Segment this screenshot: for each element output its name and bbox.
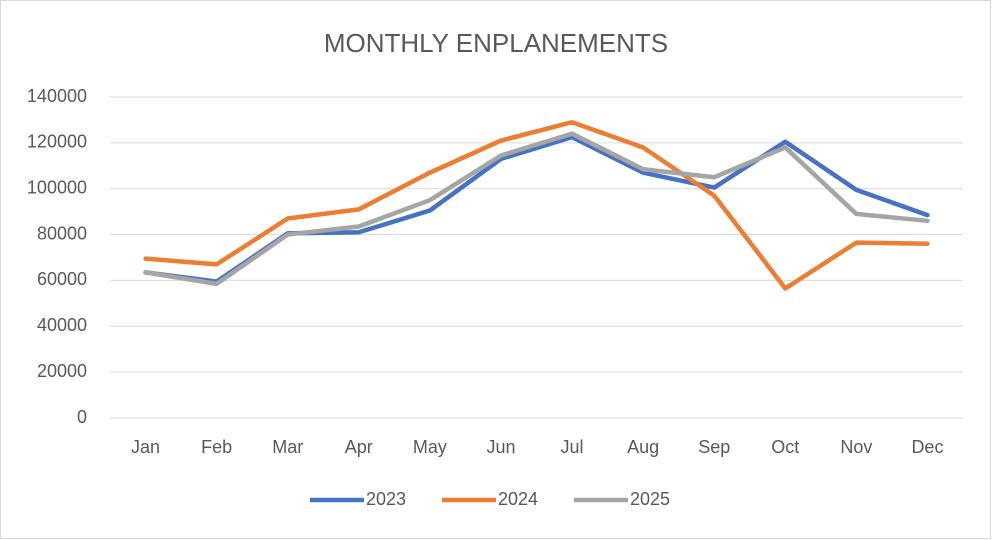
x-tick-label: May <box>413 437 447 457</box>
legend-label: 2025 <box>630 489 670 509</box>
y-tick-label: 80000 <box>37 223 87 243</box>
legend-label: 2023 <box>366 489 406 509</box>
series-line <box>143 131 930 287</box>
x-tick-label: Nov <box>840 437 872 457</box>
x-tick-label: Oct <box>771 437 799 457</box>
chart-title: MONTHLY ENPLANEMENTS <box>324 28 668 58</box>
x-tick-label: Jul <box>561 437 584 457</box>
y-tick-label: 140000 <box>27 86 87 106</box>
x-tick-label: Jun <box>486 437 515 457</box>
y-tick-label: 100000 <box>27 177 87 197</box>
y-tick-label: 0 <box>77 407 87 427</box>
y-tick-label: 60000 <box>37 269 87 289</box>
x-tick-label: Mar <box>272 437 303 457</box>
y-tick-label: 40000 <box>37 315 87 335</box>
x-tick-label: Apr <box>345 437 373 457</box>
y-tick-label: 120000 <box>27 132 87 152</box>
x-tick-label: Feb <box>201 437 232 457</box>
x-tick-label: Aug <box>627 437 659 457</box>
y-tick-label: 20000 <box>37 361 87 381</box>
x-tick-label: Jan <box>131 437 160 457</box>
x-tick-label: Sep <box>698 437 730 457</box>
legend-label: 2024 <box>498 489 538 509</box>
x-tick-label: Dec <box>911 437 943 457</box>
series-line <box>143 119 930 291</box>
